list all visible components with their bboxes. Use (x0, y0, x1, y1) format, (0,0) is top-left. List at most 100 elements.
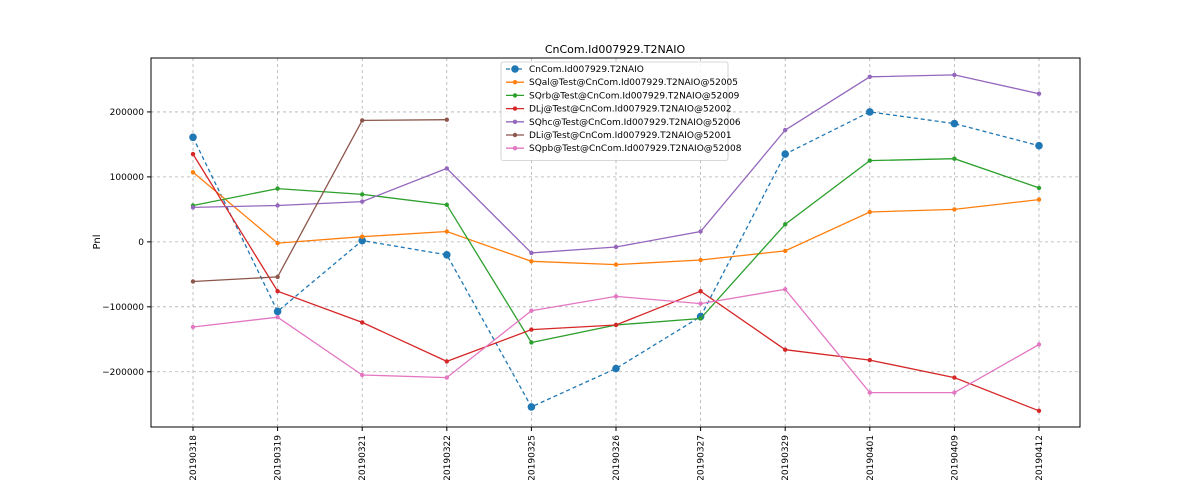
data-point (613, 262, 619, 267)
data-point (444, 202, 449, 207)
legend-swatch-marker (512, 80, 518, 85)
legend: CnCom.Id007929.T2NAIO SQal@Test@CnCom.Id0… (500, 61, 742, 161)
data-point (190, 279, 196, 284)
x-tick-label: 20190321 (358, 435, 368, 480)
legend-item: CnCom.Id007929.T2NAIO (506, 65, 644, 75)
data-point (360, 234, 365, 239)
data-point (275, 315, 280, 320)
series-0 (189, 108, 1043, 411)
data-point (866, 108, 874, 116)
data-point (360, 118, 365, 123)
data-point (190, 205, 196, 210)
data-point (360, 192, 365, 197)
data-point (529, 327, 534, 332)
x-tick-label: 20190325 (527, 435, 537, 480)
data-point (952, 375, 957, 380)
data-point (360, 372, 365, 378)
data-point (783, 127, 788, 133)
data-point (444, 117, 449, 122)
legend-frame (500, 61, 729, 161)
legend-item: SQrb@Test@CnCom.Id007929.T2NAIO@52009 (506, 91, 740, 101)
data-point (783, 222, 788, 227)
series-line (192, 111, 1040, 408)
y-axis: −200000 −100000 0 100000 200000 (102, 108, 151, 378)
data-point (1036, 91, 1042, 96)
series-layer (189, 72, 1043, 413)
data-point (275, 274, 280, 280)
data-point (1036, 342, 1042, 347)
data-point (867, 390, 872, 395)
data-point (529, 340, 534, 345)
legend-swatch-marker (512, 106, 518, 111)
legend-label: SQhc@Test@CnCom.Id007929.T2NAIO@52006 (529, 118, 741, 128)
data-point (275, 203, 280, 208)
legend-item: DLj@Test@CnCom.Id007929.T2NAIO@52002 (506, 105, 732, 115)
data-point (698, 301, 703, 306)
data-point (613, 244, 619, 250)
data-point (867, 357, 872, 363)
data-point (783, 347, 788, 352)
data-point (360, 320, 365, 325)
data-point (613, 294, 619, 299)
x-tick-label: 20190401 (866, 435, 876, 480)
legend-swatch-marker (512, 119, 518, 125)
data-point (189, 133, 197, 142)
y-tick-label: 0 (138, 238, 144, 248)
series-4 (190, 72, 1042, 256)
data-point (444, 375, 449, 380)
data-point (867, 209, 872, 215)
x-tick-label: 20190329 (781, 435, 791, 480)
y-tick-label: −100000 (102, 303, 144, 313)
data-point (190, 151, 196, 157)
legend-label: SQrb@Test@CnCom.Id007929.T2NAIO@52009 (529, 91, 740, 101)
data-point (527, 403, 536, 411)
data-point (1035, 141, 1043, 150)
data-point (867, 158, 872, 163)
data-point (950, 119, 959, 128)
x-tick-label: 20190319 (274, 435, 284, 480)
legend-label: CnCom.Id007929.T2NAIO (529, 65, 644, 75)
data-point (781, 150, 789, 158)
x-tick-label: 20190327 (697, 435, 707, 480)
data-point (273, 307, 282, 316)
data-point (783, 248, 788, 254)
legend-swatch-marker (512, 93, 518, 98)
legend-item: DLi@Test@CnCom.Id007929.T2NAIO@52001 (506, 131, 732, 141)
data-point (698, 257, 703, 263)
legend-swatch-marker (512, 132, 518, 138)
legend-item: SQal@Test@CnCom.Id007929.T2NAIO@52005 (506, 78, 738, 88)
x-tick-label: 20190326 (612, 435, 622, 480)
legend-swatch-marker (512, 146, 518, 151)
x-axis: 20190318 20190319 20190321 20190322 20190325… (189, 427, 1045, 480)
data-point (783, 287, 788, 292)
data-point (444, 229, 449, 234)
series-1 (190, 170, 1042, 267)
chart-title: CnCom.Id007929.T2NAIO (545, 43, 686, 56)
data-point (952, 72, 957, 78)
y-axis-title: Pnl (92, 235, 103, 250)
data-point (867, 74, 872, 80)
data-point (275, 186, 280, 191)
x-tick-label: 20190318 (189, 435, 199, 480)
data-point (358, 236, 367, 245)
legend-label: DLj@Test@CnCom.Id007929.T2NAIO@52002 (529, 105, 732, 115)
data-point (952, 207, 957, 212)
data-point (952, 390, 957, 395)
legend-label: SQpb@Test@CnCom.Id007929.T2NAIO@52008 (529, 144, 742, 154)
legend-swatch-marker (511, 65, 519, 73)
data-point (952, 156, 957, 161)
data-point (275, 289, 280, 294)
data-point (698, 289, 703, 294)
data-point (190, 170, 196, 175)
data-point (1036, 408, 1042, 413)
data-point (443, 251, 451, 259)
data-point (1036, 185, 1042, 191)
x-tick-label: 20190322 (443, 435, 453, 480)
data-point (698, 229, 703, 234)
x-tick-label: 20190412 (1035, 435, 1045, 480)
data-point (613, 322, 619, 328)
series-3 (190, 151, 1042, 413)
y-tick-label: 100000 (110, 173, 145, 183)
legend-item: SQpb@Test@CnCom.Id007929.T2NAIO@52008 (506, 144, 742, 154)
